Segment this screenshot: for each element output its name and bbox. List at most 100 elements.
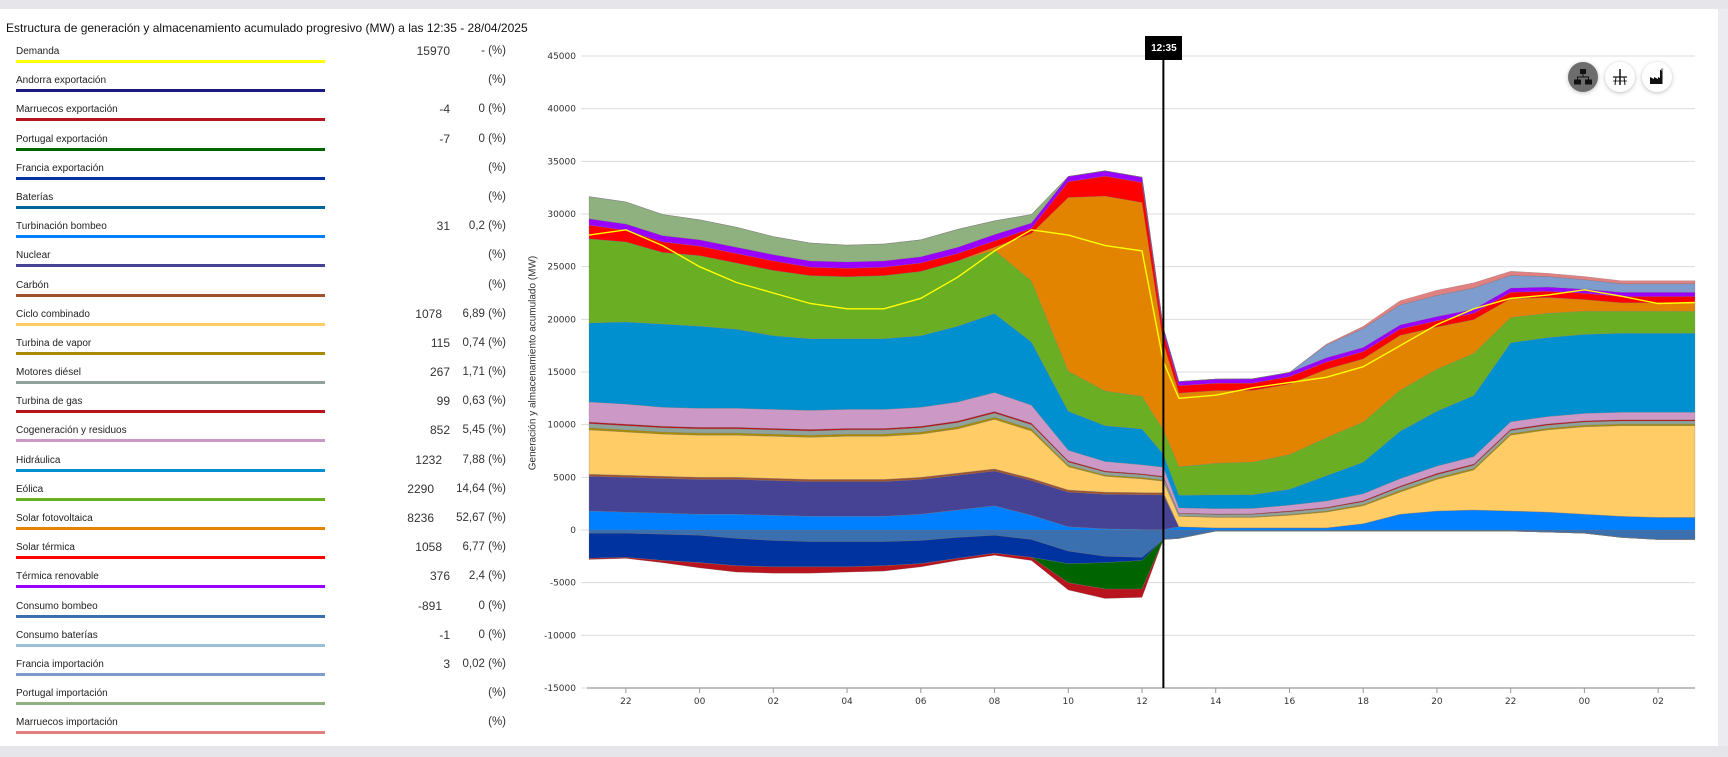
legend-percentage: 1,71 (%) xyxy=(462,366,506,379)
legend-percentage: 52,67 (%) xyxy=(456,512,506,524)
x-tick-label: 20 xyxy=(1431,697,1443,707)
y-tick-label: 15000 xyxy=(547,368,576,378)
x-tick-label: 12 xyxy=(1136,697,1147,707)
legend-item[interactable]: Turbina de gas 99 0,63 (%) xyxy=(16,394,506,423)
legend-percentage: (%) xyxy=(488,249,506,262)
legend-color-swatch xyxy=(16,381,325,385)
legend-color-swatch xyxy=(16,89,325,93)
legend-label: Francia exportación xyxy=(16,162,104,174)
x-tick-label: 10 xyxy=(1063,697,1075,707)
y-tick-label: 25000 xyxy=(547,263,576,273)
x-tick-label: 22 xyxy=(1505,697,1516,707)
y-tick-label: 5000 xyxy=(553,473,576,483)
legend-label: Portugal importación xyxy=(16,688,108,700)
legend-item[interactable]: Térmica renovable 376 2,4 (%) xyxy=(16,569,506,598)
legend-percentage: 14,64 (%) xyxy=(456,482,506,495)
legend-item[interactable]: Hidráulica 1232 7,88 (%) xyxy=(16,453,506,482)
legend-item[interactable]: Eólica 2290 14,64 (%) xyxy=(16,482,506,511)
structure-view-button[interactable] xyxy=(1568,62,1598,92)
legend-value: 31 xyxy=(436,219,450,234)
y-tick-label: 30000 xyxy=(547,210,576,220)
legend-item[interactable]: Consumo baterías -1 0 (%) xyxy=(16,628,506,657)
legend-item[interactable]: Nuclear (%) xyxy=(16,248,506,277)
legend-item[interactable]: Francia exportación (%) xyxy=(16,161,506,190)
legend-color-swatch xyxy=(16,497,325,501)
non-renewable-view-button[interactable] xyxy=(1642,62,1672,92)
legend-item[interactable]: Baterías (%) xyxy=(16,190,506,219)
legend-label: Turbina de vapor xyxy=(16,337,92,349)
legend-label: Carbón xyxy=(16,279,49,291)
legend-item[interactable]: Motores diésel 267 1,71 (%) xyxy=(16,365,506,394)
legend-percentage: 0,2 (%) xyxy=(468,220,506,233)
legend-percentage: 7,88 (%) xyxy=(462,453,506,466)
x-tick-label: 06 xyxy=(915,697,927,707)
legend-color-swatch xyxy=(16,585,325,589)
legend-value: 3 xyxy=(443,656,450,671)
legend-color-swatch xyxy=(16,235,325,239)
legend-item[interactable]: Francia importación 3 0,02 (%) xyxy=(16,657,506,686)
legend-label: Andorra exportación xyxy=(16,75,107,87)
legend-item[interactable]: Turbinación bombeo 31 0,2 (%) xyxy=(16,219,506,248)
legend-label: Marruecos exportación xyxy=(16,104,118,116)
legend-percentage: (%) xyxy=(488,74,506,87)
hierarchy-icon xyxy=(1574,69,1592,85)
legend-item[interactable]: Solar fotovoltaica 8236 52,67 (%) xyxy=(16,511,506,540)
legend-item[interactable]: Solar térmica 1058 6,77 (%) xyxy=(16,540,506,569)
demand-series xyxy=(588,229,1696,400)
legend-label: Consumo baterías xyxy=(16,629,98,641)
legend-value: -1 xyxy=(439,627,450,642)
legend-label: Motores diésel xyxy=(16,367,82,379)
legend-percentage: 0,63 (%) xyxy=(462,395,506,408)
legend-item[interactable]: Marruecos importación (%) xyxy=(16,715,506,744)
x-tick-label: 22 xyxy=(620,697,631,707)
legend-value: 99 xyxy=(436,394,450,409)
legend-item[interactable]: Demanda 15970 - (%) xyxy=(16,44,506,73)
legend-item[interactable]: Cogeneración y residuos 852 5,45 (%) xyxy=(16,423,506,452)
legend-value: 267 xyxy=(429,365,450,380)
legend-label: Marruecos importación xyxy=(16,717,118,729)
legend-color-swatch xyxy=(16,205,325,209)
legend-label: Hidráulica xyxy=(16,454,61,466)
legend-item[interactable]: Carbón (%) xyxy=(16,278,506,307)
legend-value: -4 xyxy=(439,102,450,117)
y-tick-label: 40000 xyxy=(547,105,576,115)
legend-item[interactable]: Portugal importación (%) xyxy=(16,686,506,715)
legend-item[interactable]: Andorra exportación (%) xyxy=(16,73,506,102)
chart-title: Estructura de generación y almacenamient… xyxy=(6,21,528,35)
legend-label: Solar térmica xyxy=(16,542,75,554)
y-tick-label: 0 xyxy=(570,526,576,536)
legend-item[interactable]: Turbina de vapor 115 0,74 (%) xyxy=(16,336,506,365)
legend-value: 8236 xyxy=(407,511,434,525)
legend-label: Cogeneración y residuos xyxy=(16,425,127,437)
legend-item[interactable]: Consumo bombeo -891 0 (%) xyxy=(16,599,506,628)
legend-color-swatch xyxy=(16,702,325,706)
legend-label: Francia importación xyxy=(16,658,104,670)
renewable-view-button[interactable] xyxy=(1605,62,1635,92)
legend-percentage: 0 (%) xyxy=(478,628,506,641)
legend-color-swatch xyxy=(16,614,325,618)
legend-value: -7 xyxy=(439,131,450,146)
y-tick-label: -10000 xyxy=(544,631,576,641)
legend-color-swatch xyxy=(16,351,325,355)
y-tick-label: 45000 xyxy=(547,52,576,62)
scrollbar-track[interactable] xyxy=(1718,9,1728,746)
legend-color-swatch xyxy=(16,468,325,472)
legend-item[interactable]: Portugal exportación -7 0 (%) xyxy=(16,132,506,161)
x-tick-label: 02 xyxy=(1652,697,1663,707)
x-tick-label: 18 xyxy=(1357,697,1369,707)
x-tick-label: 00 xyxy=(694,697,706,707)
y-tick-label: 35000 xyxy=(547,157,576,167)
x-tick-label: 08 xyxy=(989,697,1001,707)
view-toolbar xyxy=(1568,62,1672,92)
legend-item[interactable]: Ciclo combinado 1078 6,89 (%) xyxy=(16,307,506,336)
legend-item[interactable]: Marruecos exportación -4 0 (%) xyxy=(16,102,506,131)
legend-color-swatch xyxy=(16,643,325,647)
legend-value: 1078 xyxy=(415,306,442,321)
legend-color-swatch xyxy=(16,672,325,676)
legend-label: Ciclo combinado xyxy=(16,308,90,320)
legend-percentage: 0 (%) xyxy=(478,132,506,145)
y-tick-label: 20000 xyxy=(547,315,576,325)
legend-color-swatch xyxy=(16,322,325,326)
y-tick-label: -5000 xyxy=(550,579,576,589)
